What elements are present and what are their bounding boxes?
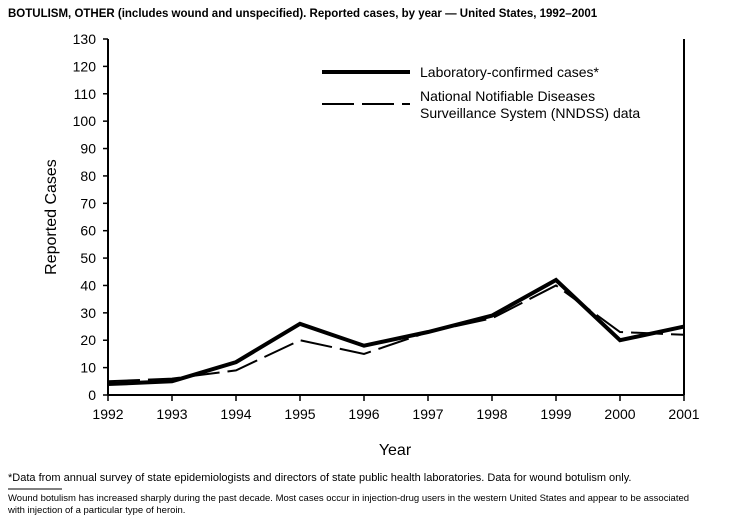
series-line-lab — [107, 277, 685, 387]
y-tick-label: 40 — [80, 277, 96, 293]
x-tick-label: 1998 — [476, 406, 507, 422]
y-tick-label: 100 — [73, 113, 97, 129]
chart-title: BOTULISM, OTHER (includes wound and unsp… — [8, 8, 598, 20]
series-line-nndss — [107, 284, 685, 383]
x-tick-label: 1994 — [220, 406, 251, 422]
y-tick-label: 60 — [80, 223, 96, 239]
x-tick-label: 2001 — [668, 406, 699, 422]
legend-label-lab: Laboratory-confirmed cases* — [420, 64, 600, 80]
y-tick-label: 10 — [80, 360, 96, 376]
x-tick-label: 1992 — [92, 406, 123, 422]
y-tick-label: 0 — [88, 387, 96, 403]
x-tick-label: 2000 — [604, 406, 635, 422]
footnote: *Data from annual survey of state epidem… — [8, 472, 631, 484]
y-tick-label: 120 — [73, 58, 97, 74]
note-line-1: Wound botulism has increased sharply dur… — [8, 493, 689, 504]
y-tick-label: 130 — [73, 31, 97, 47]
y-tick-label: 80 — [80, 168, 96, 184]
y-tick-label: 20 — [80, 332, 96, 348]
y-tick-label: 30 — [80, 305, 96, 321]
note-line-2: with injection of a particular type of h… — [7, 505, 185, 516]
x-tick-label: 1997 — [412, 406, 443, 422]
y-axis-label: Reported Cases — [43, 159, 60, 275]
x-axis-label: Year — [379, 442, 412, 459]
legend-label-nndss-line2: Surveillance System (NNDSS) data — [420, 105, 640, 121]
x-tick-label: 1999 — [540, 406, 571, 422]
legend: Laboratory-confirmed cases* National Not… — [322, 64, 640, 121]
y-tick-label: 50 — [80, 250, 96, 266]
legend-label-nndss-line1: National Notifiable Diseases — [420, 88, 595, 104]
x-tick-label: 1996 — [348, 406, 379, 422]
x-tick-label: 1995 — [284, 406, 315, 422]
y-tick-label: 90 — [80, 141, 96, 157]
y-tick-label: 110 — [74, 86, 97, 102]
y-tick-label: 70 — [80, 195, 96, 211]
x-tick-label: 1993 — [156, 406, 187, 422]
